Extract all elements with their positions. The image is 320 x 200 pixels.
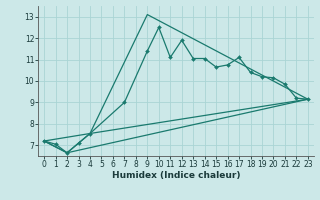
X-axis label: Humidex (Indice chaleur): Humidex (Indice chaleur) [112,171,240,180]
